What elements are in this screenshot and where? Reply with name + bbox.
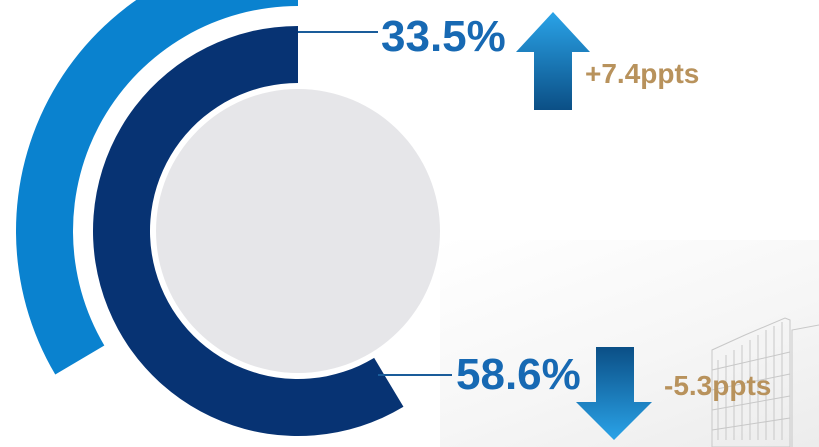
center-circle [156,89,440,373]
ring-bar-inner [93,26,404,436]
ring-group [16,0,452,436]
value-label-outer: 33.5% [381,12,506,61]
value-label-inner: 58.6% [456,350,581,399]
delta-label-outer: +7.4ppts [585,58,700,89]
building-icon [711,317,819,447]
ring-bar-outer [16,0,298,375]
arrow-up-icon [516,12,590,110]
arrow-group [516,12,652,440]
delta-label-inner: -5.3ppts [664,370,772,401]
arrow-down-icon [576,347,652,440]
